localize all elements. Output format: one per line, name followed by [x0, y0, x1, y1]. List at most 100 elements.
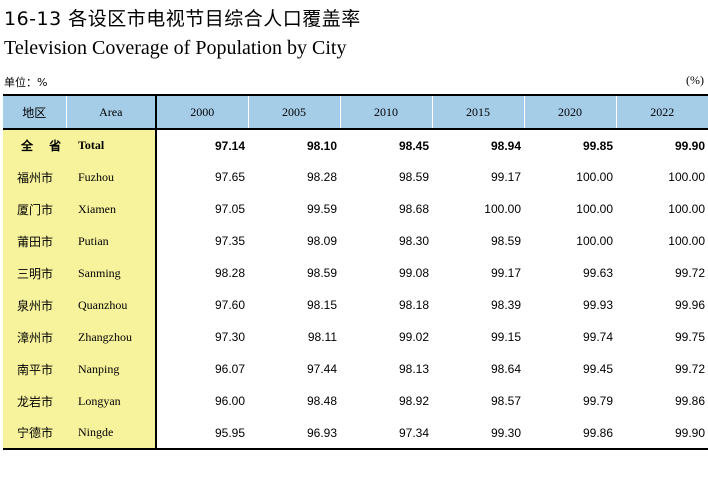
coverage-value: 99.86 — [524, 417, 616, 450]
coverage-value: 99.86 — [674, 394, 705, 408]
coverage-value: 100.00 — [484, 202, 521, 216]
coverage-value: 99.02 — [398, 330, 429, 344]
area-name-zh: 泉州市 — [3, 289, 66, 321]
coverage-value: 98.94 — [490, 138, 521, 153]
coverage-value: 96.93 — [248, 417, 340, 450]
coverage-value: 96.00 — [214, 394, 245, 408]
coverage-value: 99.08 — [398, 266, 429, 280]
coverage-value: 98.92 — [398, 394, 429, 408]
area-name-zh: 莆田市 — [3, 225, 66, 257]
coverage-value: 98.48 — [306, 394, 337, 408]
coverage-value: 100.00 — [668, 234, 705, 248]
coverage-value: 95.95 — [156, 417, 248, 450]
area-name-zh: 龙岩市 — [3, 385, 66, 417]
page-title-en: Television Coverage of Population by Cit… — [4, 37, 347, 59]
coverage-table: 地区 Area 2000 2005 2010 2015 2020 2022 全 … — [3, 94, 708, 450]
coverage-value: 98.15 — [306, 298, 337, 312]
area-name-zh: 宁德市 — [3, 417, 66, 450]
coverage-value: 99.45 — [582, 362, 613, 376]
area-name-zh: 漳州市 — [3, 321, 66, 353]
coverage-value: 98.59 — [398, 170, 429, 184]
coverage-value: 99.17 — [490, 266, 521, 280]
coverage-value: 99.90 — [674, 138, 705, 153]
area-name-en: Putian — [66, 225, 157, 257]
coverage-value: 98.45 — [398, 138, 429, 153]
coverage-value: 99.93 — [582, 298, 613, 312]
coverage-value: 97.44 — [306, 362, 337, 376]
column-header-year: 2000 — [156, 94, 249, 130]
coverage-value: 99.90 — [616, 417, 708, 450]
area-name-zh: 全 省 — [3, 129, 66, 161]
coverage-value: 100.00 — [576, 234, 613, 248]
coverage-value: 100.00 — [576, 202, 613, 216]
coverage-value: 98.18 — [398, 298, 429, 312]
header-row: 地区 Area 2000 2005 2010 2015 2020 2022 — [3, 94, 708, 130]
table-row: 三明市 Sanming 98.28 98.59 99.08 99.17 99.63 99.72 — [3, 257, 708, 289]
column-header-year: 2015 — [432, 94, 525, 130]
coverage-value: 98.59 — [490, 234, 521, 248]
area-name-en: Total — [66, 129, 157, 161]
coverage-value: 97.65 — [214, 170, 245, 184]
table-row: 漳州市 Zhangzhou 97.30 98.11 99.02 99.15 99.74 99.… — [3, 321, 708, 353]
coverage-value: 99.59 — [306, 202, 337, 216]
coverage-value: 99.74 — [582, 330, 613, 344]
coverage-value: 99.30 — [432, 417, 524, 450]
coverage-value: 98.28 — [214, 266, 245, 280]
coverage-value: 97.35 — [214, 234, 245, 248]
table-row: 厦门市 Xiamen 97.05 99.59 98.68 100.00 100.00 100.… — [3, 193, 708, 225]
coverage-value: 97.14 — [214, 138, 245, 153]
coverage-value: 98.39 — [490, 298, 521, 312]
coverage-value: 99.75 — [674, 330, 705, 344]
coverage-value: 100.00 — [668, 202, 705, 216]
coverage-value: 98.13 — [398, 362, 429, 376]
coverage-value: 98.30 — [398, 234, 429, 248]
area-name-en: Fuzhou — [66, 161, 157, 193]
table-row: 南平市 Nanping 96.07 97.44 98.13 98.64 99.45 99.72 — [3, 353, 708, 385]
coverage-value: 99.72 — [674, 266, 705, 280]
coverage-value: 98.11 — [307, 330, 337, 344]
area-name-en: Quanzhou — [66, 289, 157, 321]
coverage-value: 98.09 — [306, 234, 337, 248]
coverage-value: 100.00 — [576, 170, 613, 184]
coverage-value: 97.30 — [214, 330, 245, 344]
column-header-area-en: Area — [66, 94, 157, 130]
column-header-year: 2005 — [248, 94, 341, 130]
coverage-value: 99.79 — [582, 394, 613, 408]
coverage-value: 97.34 — [340, 417, 432, 450]
column-header-year: 2022 — [616, 94, 708, 130]
column-header-area-zh: 地区 — [3, 94, 67, 130]
area-name-en: Nanping — [66, 353, 157, 385]
column-header-year: 2020 — [524, 94, 617, 130]
coverage-value: 99.17 — [490, 170, 521, 184]
table-row-total: 全 省 Total 97.14 98.10 98.45 98.94 99.85 99.90 — [3, 129, 708, 161]
table-row: 泉州市 Quanzhou 97.60 98.15 98.18 98.39 99.93 99.9… — [3, 289, 708, 321]
column-header-year: 2010 — [340, 94, 433, 130]
coverage-value: 98.64 — [490, 362, 521, 376]
page-title-zh: 16-13 各设区市电视节目综合人口覆盖率 — [4, 8, 361, 30]
coverage-value: 99.72 — [674, 362, 705, 376]
table-row: 宁德市 Ningde 95.95 96.93 97.34 99.30 99.86 99.90 — [3, 417, 708, 450]
coverage-value: 98.28 — [306, 170, 337, 184]
coverage-value: 99.96 — [674, 298, 705, 312]
coverage-value: 97.60 — [214, 298, 245, 312]
table-row: 龙岩市 Longyan 96.00 98.48 98.92 98.57 99.79 99.86 — [3, 385, 708, 417]
coverage-value: 97.05 — [214, 202, 245, 216]
area-name-en: Longyan — [66, 385, 157, 417]
unit-label-right: (%) — [686, 73, 704, 87]
coverage-value: 96.07 — [214, 362, 245, 376]
area-name-zh: 福州市 — [3, 161, 66, 193]
coverage-value: 99.85 — [582, 138, 613, 153]
coverage-value: 100.00 — [668, 170, 705, 184]
coverage-value: 98.10 — [306, 138, 337, 153]
area-name-en: Sanming — [66, 257, 157, 289]
coverage-value: 98.57 — [490, 394, 521, 408]
coverage-value: 99.15 — [490, 330, 521, 344]
area-name-zh: 厦门市 — [3, 193, 66, 225]
area-name-en: Ningde — [66, 417, 157, 450]
area-name-en: Xiamen — [66, 193, 157, 225]
coverage-value: 99.63 — [582, 266, 613, 280]
coverage-value: 98.68 — [398, 202, 429, 216]
unit-label: 单位：% — [4, 76, 48, 89]
area-name-zh: 南平市 — [3, 353, 66, 385]
area-name-zh: 三明市 — [3, 257, 66, 289]
